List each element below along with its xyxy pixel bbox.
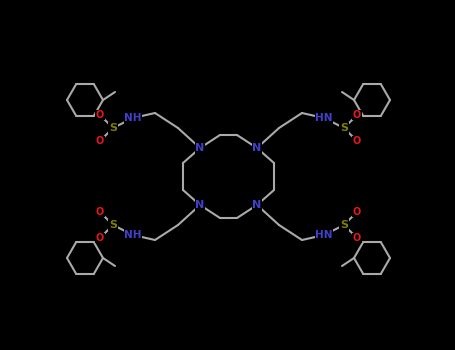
Text: S: S (340, 220, 348, 230)
Text: S: S (340, 123, 348, 133)
Text: S: S (109, 220, 117, 230)
Text: N: N (253, 143, 262, 153)
Text: HN: HN (315, 230, 333, 240)
Text: O: O (96, 207, 104, 217)
Text: O: O (353, 136, 361, 146)
Text: O: O (96, 136, 104, 146)
Text: NH: NH (124, 113, 142, 123)
Text: N: N (195, 143, 205, 153)
Text: O: O (353, 207, 361, 217)
Text: N: N (253, 200, 262, 210)
Text: O: O (96, 110, 104, 120)
Text: S: S (109, 123, 117, 133)
Text: O: O (96, 233, 104, 243)
Text: NH: NH (124, 230, 142, 240)
Text: N: N (195, 200, 205, 210)
Text: O: O (353, 233, 361, 243)
Text: O: O (353, 110, 361, 120)
Text: HN: HN (315, 113, 333, 123)
